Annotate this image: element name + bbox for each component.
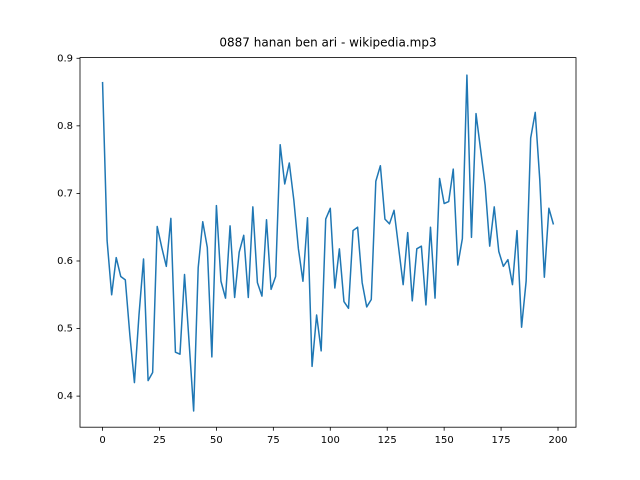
x-tick-label: 175 <box>492 435 511 446</box>
x-tick-label: 100 <box>321 435 340 446</box>
chart-title: 0887 hanan ben ari - wikipedia.mp3 <box>219 36 436 50</box>
x-tick-label: 150 <box>435 435 454 446</box>
line <box>101 74 555 412</box>
plot-frame <box>79 57 577 428</box>
x-tick-label: 50 <box>210 435 223 446</box>
y-tick-label: 0.8 <box>57 121 73 132</box>
x-tick-label: 75 <box>267 435 280 446</box>
y-tick-label: 0.9 <box>57 53 73 64</box>
y-tick-label: 0.5 <box>57 324 73 335</box>
y-tick-label: 0.6 <box>57 256 73 267</box>
x-tick-label: 125 <box>378 435 397 446</box>
y-tick-label: 0.7 <box>57 188 73 199</box>
x-tick-label: 0 <box>99 435 105 446</box>
y-tick-label: 0.4 <box>57 391 73 402</box>
x-tick-label: 200 <box>548 435 567 446</box>
x-tick-label: 25 <box>153 435 166 446</box>
